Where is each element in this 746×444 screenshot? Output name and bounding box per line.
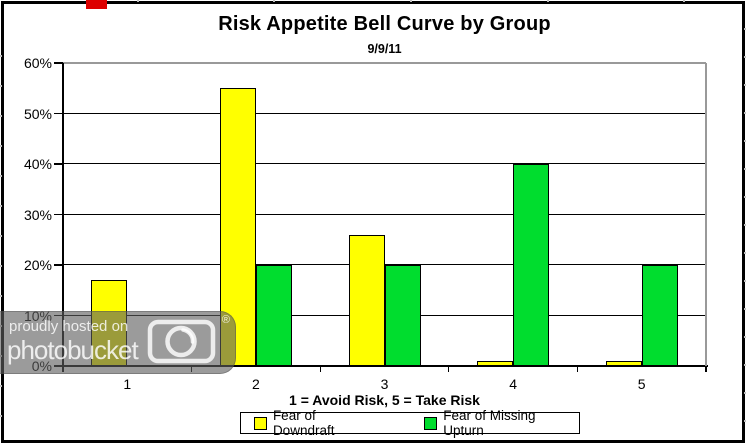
gridline-60 <box>63 62 706 64</box>
gridline-50 <box>63 112 706 114</box>
edge-tick <box>410 0 412 2</box>
legend-item-upturn: Fear of Missing Upturn <box>424 408 579 438</box>
x-axis-tick <box>319 366 321 372</box>
x-axis-tick <box>576 366 579 372</box>
legend-swatch-yellow <box>254 416 267 430</box>
edge-tick <box>0 85 2 87</box>
bar-upturn-2 <box>255 265 292 366</box>
bar-downdraft-5 <box>605 360 642 366</box>
y-axis-label: 20% <box>23 257 52 273</box>
edge-tick <box>547 0 549 2</box>
chart-subtitle: 9/9/11 <box>367 42 402 56</box>
legend: Fear of Downdraft Fear of Missing Upturn <box>240 408 580 438</box>
y-axis-label: 50% <box>23 105 52 122</box>
edge-tick <box>0 205 2 207</box>
bar-upturn-3 <box>384 265 421 366</box>
y-axis-tick-30 <box>54 213 63 216</box>
bar-downdraft-2 <box>219 88 256 367</box>
camera-icon <box>147 318 219 369</box>
edge-tick <box>744 196 746 198</box>
watermark-tagline: proudly hosted on <box>9 318 129 335</box>
edge-tick <box>744 112 746 114</box>
x-axis-tick <box>705 366 707 372</box>
edge-tick <box>744 336 746 338</box>
y-axis-label: 40% <box>23 156 52 172</box>
y-axis-tick-20 <box>54 264 63 266</box>
gridline-30 <box>63 213 706 215</box>
x-category-label: 1 <box>123 376 132 392</box>
gridline-20 <box>63 264 706 266</box>
edge-tick <box>0 145 2 147</box>
legend-swatch-green <box>424 416 438 430</box>
legend-item-downdraft: Fear of Downdraft <box>254 408 380 438</box>
edge-tick <box>0 295 2 297</box>
bar-upturn-4 <box>513 164 550 366</box>
edge-tick <box>744 168 746 170</box>
edge-tick <box>683 0 685 2</box>
y-axis-line <box>61 63 64 367</box>
edge-tick <box>744 84 746 86</box>
edge-tick <box>744 28 746 30</box>
edge-tick <box>744 224 746 226</box>
x-category-label: 5 <box>637 376 646 392</box>
edge-tick <box>0 265 2 267</box>
chart-title: Risk Appetite Bell Curve by Group <box>218 13 551 35</box>
bar-upturn-5 <box>641 265 678 366</box>
x-axis-line <box>61 365 708 367</box>
x-category-label: 3 <box>380 376 389 392</box>
edge-tick <box>137 0 139 2</box>
bar-downdraft-4 <box>477 360 514 366</box>
legend-label: Fear of Downdraft <box>272 408 335 438</box>
y-axis-label: 60% <box>23 55 52 71</box>
edge-tick <box>0 175 2 177</box>
x-category-label: 2 <box>251 376 260 392</box>
watermark-brand: photobucket <box>7 335 139 365</box>
legend-label: Fear of Missing Upturn <box>443 408 536 438</box>
y-axis-tick-60 <box>54 62 63 64</box>
edge-tick <box>0 385 2 387</box>
y-axis-label: 30% <box>23 206 52 223</box>
red-indicator <box>86 0 107 9</box>
photobucket-watermark: proudly hosted on photobucket ® <box>0 311 236 374</box>
edge-tick <box>744 420 746 422</box>
registered-trademark-icon: ® <box>221 314 230 326</box>
edge-tick <box>744 56 746 58</box>
edge-tick <box>744 364 746 366</box>
plot-right-border <box>705 63 707 366</box>
x-axis-tick <box>448 366 450 372</box>
y-axis-tick-40 <box>54 163 63 165</box>
edge-tick <box>0 235 2 237</box>
edge-tick <box>744 392 746 394</box>
edge-tick <box>0 55 2 57</box>
edge-tick <box>744 140 746 142</box>
y-axis-tick-50 <box>54 112 63 115</box>
bar-downdraft-3 <box>348 234 385 366</box>
gridline-40 <box>63 163 706 165</box>
edge-tick <box>744 280 746 282</box>
edge-tick <box>744 308 746 310</box>
edge-tick <box>0 115 2 117</box>
edge-tick <box>744 252 746 254</box>
edge-tick <box>273 0 275 2</box>
x-axis-title: 1 = Avoid Risk, 5 = Take Risk <box>289 392 480 408</box>
x-category-label: 4 <box>509 376 517 392</box>
edge-tick <box>0 415 2 417</box>
